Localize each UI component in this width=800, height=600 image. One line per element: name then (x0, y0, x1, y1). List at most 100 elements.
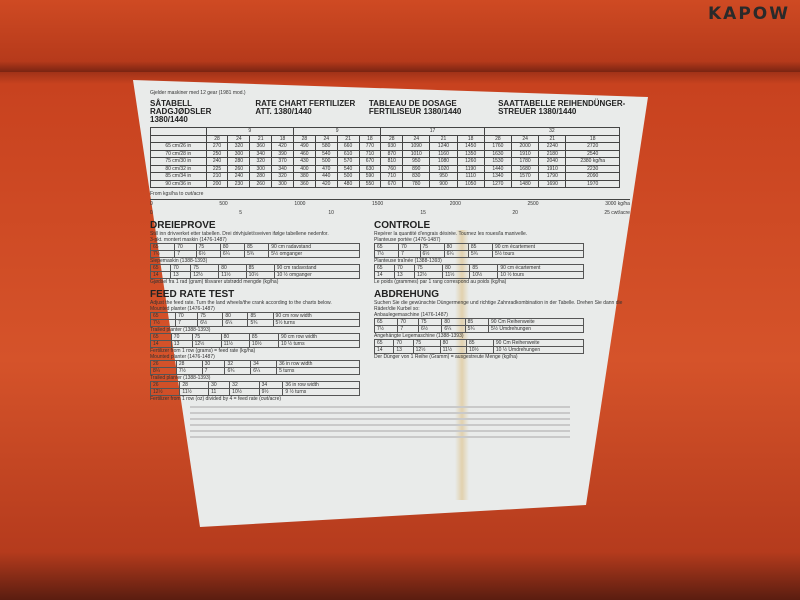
mini-cell: 6¼ (441, 325, 466, 333)
rate-cell: 300 (271, 179, 294, 188)
teeth-cell: 21 (538, 134, 567, 143)
rate-cell: 900 (429, 179, 458, 188)
mini-cell: 5½ Umdrehungen (488, 325, 584, 333)
mini-row: 12½ 11½ 11 10½ 9½ 9 ½ turns (149, 388, 360, 396)
rate-cell: 370 (271, 157, 294, 166)
rate-cell: 1780 (510, 157, 540, 166)
feed-title: FEED RATE TEST (150, 289, 235, 300)
mini-cell: 75 (190, 264, 220, 272)
mini-cell: 65 (149, 243, 176, 251)
mini-cell: 80 (219, 243, 246, 251)
dreieprove-sub2: Slepemaskin (1388-1393) (150, 258, 208, 264)
rate-cell: 470 (314, 164, 338, 173)
mini-cell: 6¼ (222, 319, 249, 327)
mini-row: 7½ 7 6½ 6¼ 5¾ 5½ omganger (149, 250, 360, 258)
teeth-cell: 18 (456, 134, 485, 143)
mini-row: 14 13 12½ 11½ 10½ 10 ½ tours (373, 271, 584, 279)
mini-table: 26 28 30 32 34 36 in row width 8¼ 7½ 7 6¾ 6¼ 5 turn… (150, 360, 360, 375)
rate-cell: 490 (292, 142, 316, 151)
mini-cell: 9½ (258, 388, 284, 396)
mini-cell: 12½ (190, 271, 220, 279)
gear-group: 9 (205, 127, 294, 136)
kg-tick: 2500 (527, 201, 539, 207)
feed-foot2: Fertilizer from 1 row (oz) divided by 4 … (150, 396, 282, 402)
note: Gjelder maskiner med 12 gear (1981 mod.) (150, 90, 246, 96)
rate-cell: 1110 (456, 172, 485, 181)
rate-cell: 2090 (565, 172, 620, 181)
mini-cell: 11½ (218, 271, 247, 279)
rate-cell: 240 (227, 172, 251, 181)
mini-cell: 80 (222, 312, 249, 320)
cwt-tick: 20 (512, 210, 518, 216)
mini-cell: 34 (250, 360, 278, 368)
rate-cell: 2180 (538, 149, 567, 158)
mini-cell: 75 (197, 312, 224, 320)
mini-table: 65 70 75 80 85 90 cm écartement 7½ 7 6½ 6¼ 5¾ 5½ to… (373, 243, 585, 258)
mini-cell: 5¾ (464, 325, 490, 333)
feed-foot1: Fertilizer from 1 row (grams) = feed rat… (150, 348, 256, 354)
rate-cell: 2720 (565, 142, 620, 151)
rate-cell: 1090 (402, 142, 431, 151)
mini-cell: 7 (175, 319, 199, 327)
row-width: 75 cm/30 in (150, 157, 207, 166)
rate-table: 9 9 17 32 28 24 21 18 28 24 21 18 28 24 21 18 28 24 21 18 65… (150, 127, 621, 188)
mini-cell: 85 (245, 264, 275, 272)
row-width: 70 cm/28 in (150, 149, 207, 158)
kg-tick: 500 (219, 201, 228, 207)
mini-cell: 80 (441, 318, 466, 326)
rate-cell: 780 (402, 179, 431, 188)
mini-cell: 6½ (417, 325, 443, 333)
mini-cell: 80 (443, 243, 469, 251)
rate-cell: 420 (314, 179, 338, 188)
mini-cell: 10 ½ turns (277, 340, 361, 348)
mini-cell: 12½ (191, 340, 222, 348)
rate-cell: 1570 (510, 172, 540, 181)
teeth-cell: 21 (249, 134, 273, 143)
mini-cell: 85 (467, 243, 493, 251)
mini-cell: 90 cm row width (272, 312, 361, 320)
rate-cell: 1080 (429, 157, 458, 166)
row-width: 65 cm/26 in (150, 142, 207, 151)
mini-cell: 14 (373, 271, 396, 279)
mini-cell: 65 (373, 243, 400, 251)
rate-cell: 660 (336, 142, 360, 151)
mini-cell: 8¼ (150, 367, 177, 375)
rate-cell: 360 (292, 179, 316, 188)
rate-cell: 225 (205, 164, 229, 173)
mini-cell: 26 (150, 360, 177, 368)
rate-cell: 2000 (510, 142, 540, 151)
mini-cell: 10 ½ omganger (273, 271, 361, 279)
cwt-scale: 0 5 10 15 20 25 cwt/acre (150, 209, 630, 216)
mini-row: 65 70 75 80 85 90 cm radavstand (149, 243, 360, 251)
mini-cell: 70 (397, 318, 419, 326)
rate-cell: 440 (314, 172, 338, 181)
mini-cell: 90 cm row width (277, 333, 361, 341)
rate-cell: 1910 (510, 149, 540, 158)
mini-cell: 70 (398, 243, 421, 251)
mini-cell: 85 (469, 264, 499, 272)
feed-sub3: Mounted planter (1476-1487) (150, 354, 215, 360)
mini-cell: 85 (247, 312, 274, 320)
mini-cell: 7 (397, 325, 419, 333)
mini-cell: 30 (201, 360, 226, 368)
rate-cell: 260 (249, 179, 273, 188)
kg-tick: 3000 kg/ha (605, 201, 630, 207)
fine-print (190, 406, 570, 438)
abdrehung-section: ABDREHUNG Suchen Sie die gewünschte Dünge… (373, 289, 630, 360)
table-row: 80 cm/32 in 225 260 300 340 400 470 540 630 760 89… (150, 164, 620, 173)
group-header-row: 9 9 17 32 (150, 127, 621, 136)
rate-cell: 870 (380, 149, 404, 158)
rate-cell: 580 (314, 142, 338, 151)
mini-cell: 28 (175, 360, 203, 368)
rate-cell: 500 (336, 172, 360, 181)
mini-cell: 65 (373, 318, 399, 326)
mini-row: 26 28 30 32 34 36 in row width (150, 360, 360, 368)
corner (150, 127, 207, 136)
feed-section: FEED RATE TEST Adjust the feed rate. Turn… (149, 289, 361, 402)
kg-scale: 0 500 1000 1500 2000 2500 3000 kg/ha (150, 199, 630, 207)
mini-row: 65 70 75 80 85 90 Cm Reihenweite (373, 339, 585, 347)
mini-cell: 7½ (373, 250, 400, 258)
mini-cell: 28 (179, 381, 210, 389)
mini-cell: 11½ (442, 271, 471, 279)
teeth-cell: 24 (402, 134, 431, 143)
